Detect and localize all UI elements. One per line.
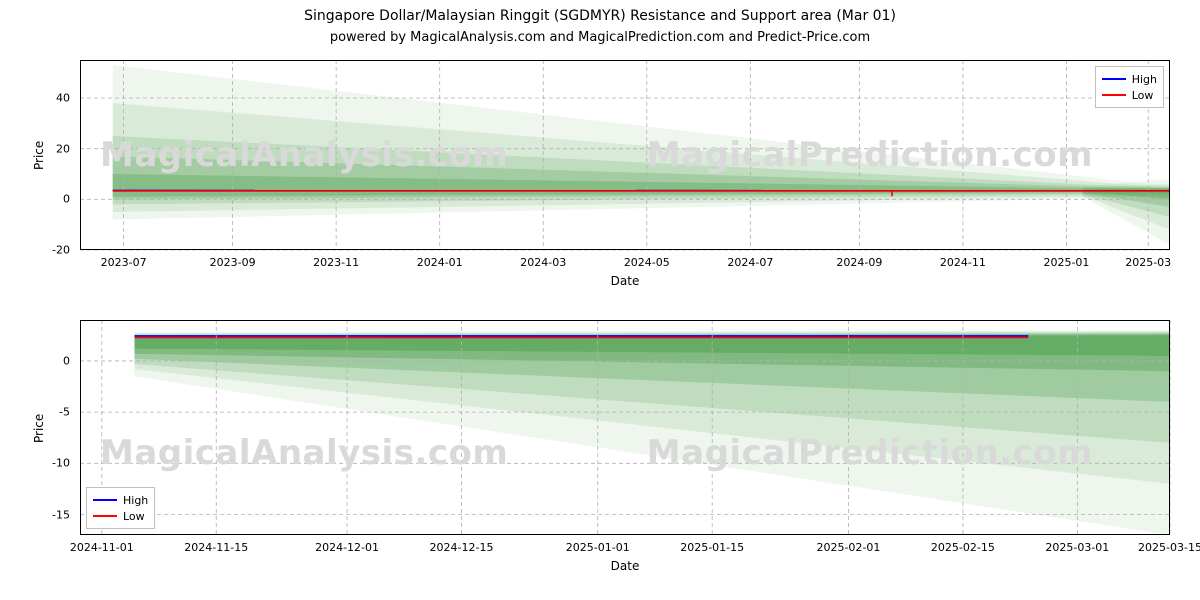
x-tick-label: 2024-11-15 xyxy=(184,541,248,554)
legend-label-low: Low xyxy=(1132,89,1154,102)
y-tick-label: 0 xyxy=(30,193,70,206)
legend-label-low: Low xyxy=(123,510,145,523)
y-tick-label: -15 xyxy=(30,508,70,521)
y-tick-label: 20 xyxy=(30,142,70,155)
x-tick-label: 2024-12-15 xyxy=(430,541,494,554)
chart-panel-bottom: MagicalAnalysis.com MagicalPrediction.co… xyxy=(80,320,1170,535)
x-tick-label: 2025-02-15 xyxy=(931,541,995,554)
x-tick-label: 2023-07 xyxy=(101,256,147,269)
legend-label-high: High xyxy=(1132,73,1157,86)
x-tick-label: 2024-01 xyxy=(417,256,463,269)
x-tick-label: 2025-02-01 xyxy=(816,541,880,554)
legend-swatch-low xyxy=(1102,94,1126,96)
x-tick-label: 2025-01-01 xyxy=(566,541,630,554)
legend-swatch-high xyxy=(1102,78,1126,80)
x-tick-label: 2024-11-01 xyxy=(70,541,134,554)
x-tick-label: 2025-01-15 xyxy=(680,541,744,554)
legend-swatch-low xyxy=(93,515,117,517)
x-tick-label: 2023-09 xyxy=(210,256,256,269)
x-axis-label-bottom: Date xyxy=(80,559,1170,573)
x-tick-label: 2024-09 xyxy=(836,256,882,269)
x-tick-label: 2024-05 xyxy=(624,256,670,269)
y-tick-label: 40 xyxy=(30,92,70,105)
y-tick-label: -20 xyxy=(30,244,70,257)
legend-label-high: High xyxy=(123,494,148,507)
legend: High Low xyxy=(86,487,155,529)
x-tick-label: 2024-03 xyxy=(520,256,566,269)
y-tick-label: -10 xyxy=(30,457,70,470)
x-tick-label: 2023-11 xyxy=(313,256,359,269)
x-axis-label-top: Date xyxy=(80,274,1170,288)
x-tick-label: 2025-03 xyxy=(1125,256,1171,269)
y-tick-label: -5 xyxy=(30,406,70,419)
chart-plot-top xyxy=(80,60,1170,250)
chart-plot-bottom xyxy=(80,320,1170,535)
legend-item-low: Low xyxy=(1102,87,1157,103)
legend-swatch-high xyxy=(93,499,117,501)
x-tick-label: 2025-01 xyxy=(1043,256,1089,269)
x-tick-label: 2025-03-15 xyxy=(1138,541,1200,554)
chart-subtitle: powered by MagicalAnalysis.com and Magic… xyxy=(0,30,1200,45)
x-tick-label: 2024-11 xyxy=(940,256,986,269)
x-tick-label: 2024-12-01 xyxy=(315,541,379,554)
y-tick-label: 0 xyxy=(30,354,70,367)
figure: Singapore Dollar/Malaysian Ringgit (SGDM… xyxy=(0,0,1200,600)
legend-item-low: Low xyxy=(93,508,148,524)
legend-item-high: High xyxy=(93,492,148,508)
x-tick-label: 2025-03-01 xyxy=(1045,541,1109,554)
chart-panel-top: MagicalAnalysis.com MagicalPrediction.co… xyxy=(80,60,1170,250)
legend-item-high: High xyxy=(1102,71,1157,87)
chart-title: Singapore Dollar/Malaysian Ringgit (SGDM… xyxy=(0,8,1200,24)
legend: High Low xyxy=(1095,66,1164,108)
x-tick-label: 2024-07 xyxy=(727,256,773,269)
